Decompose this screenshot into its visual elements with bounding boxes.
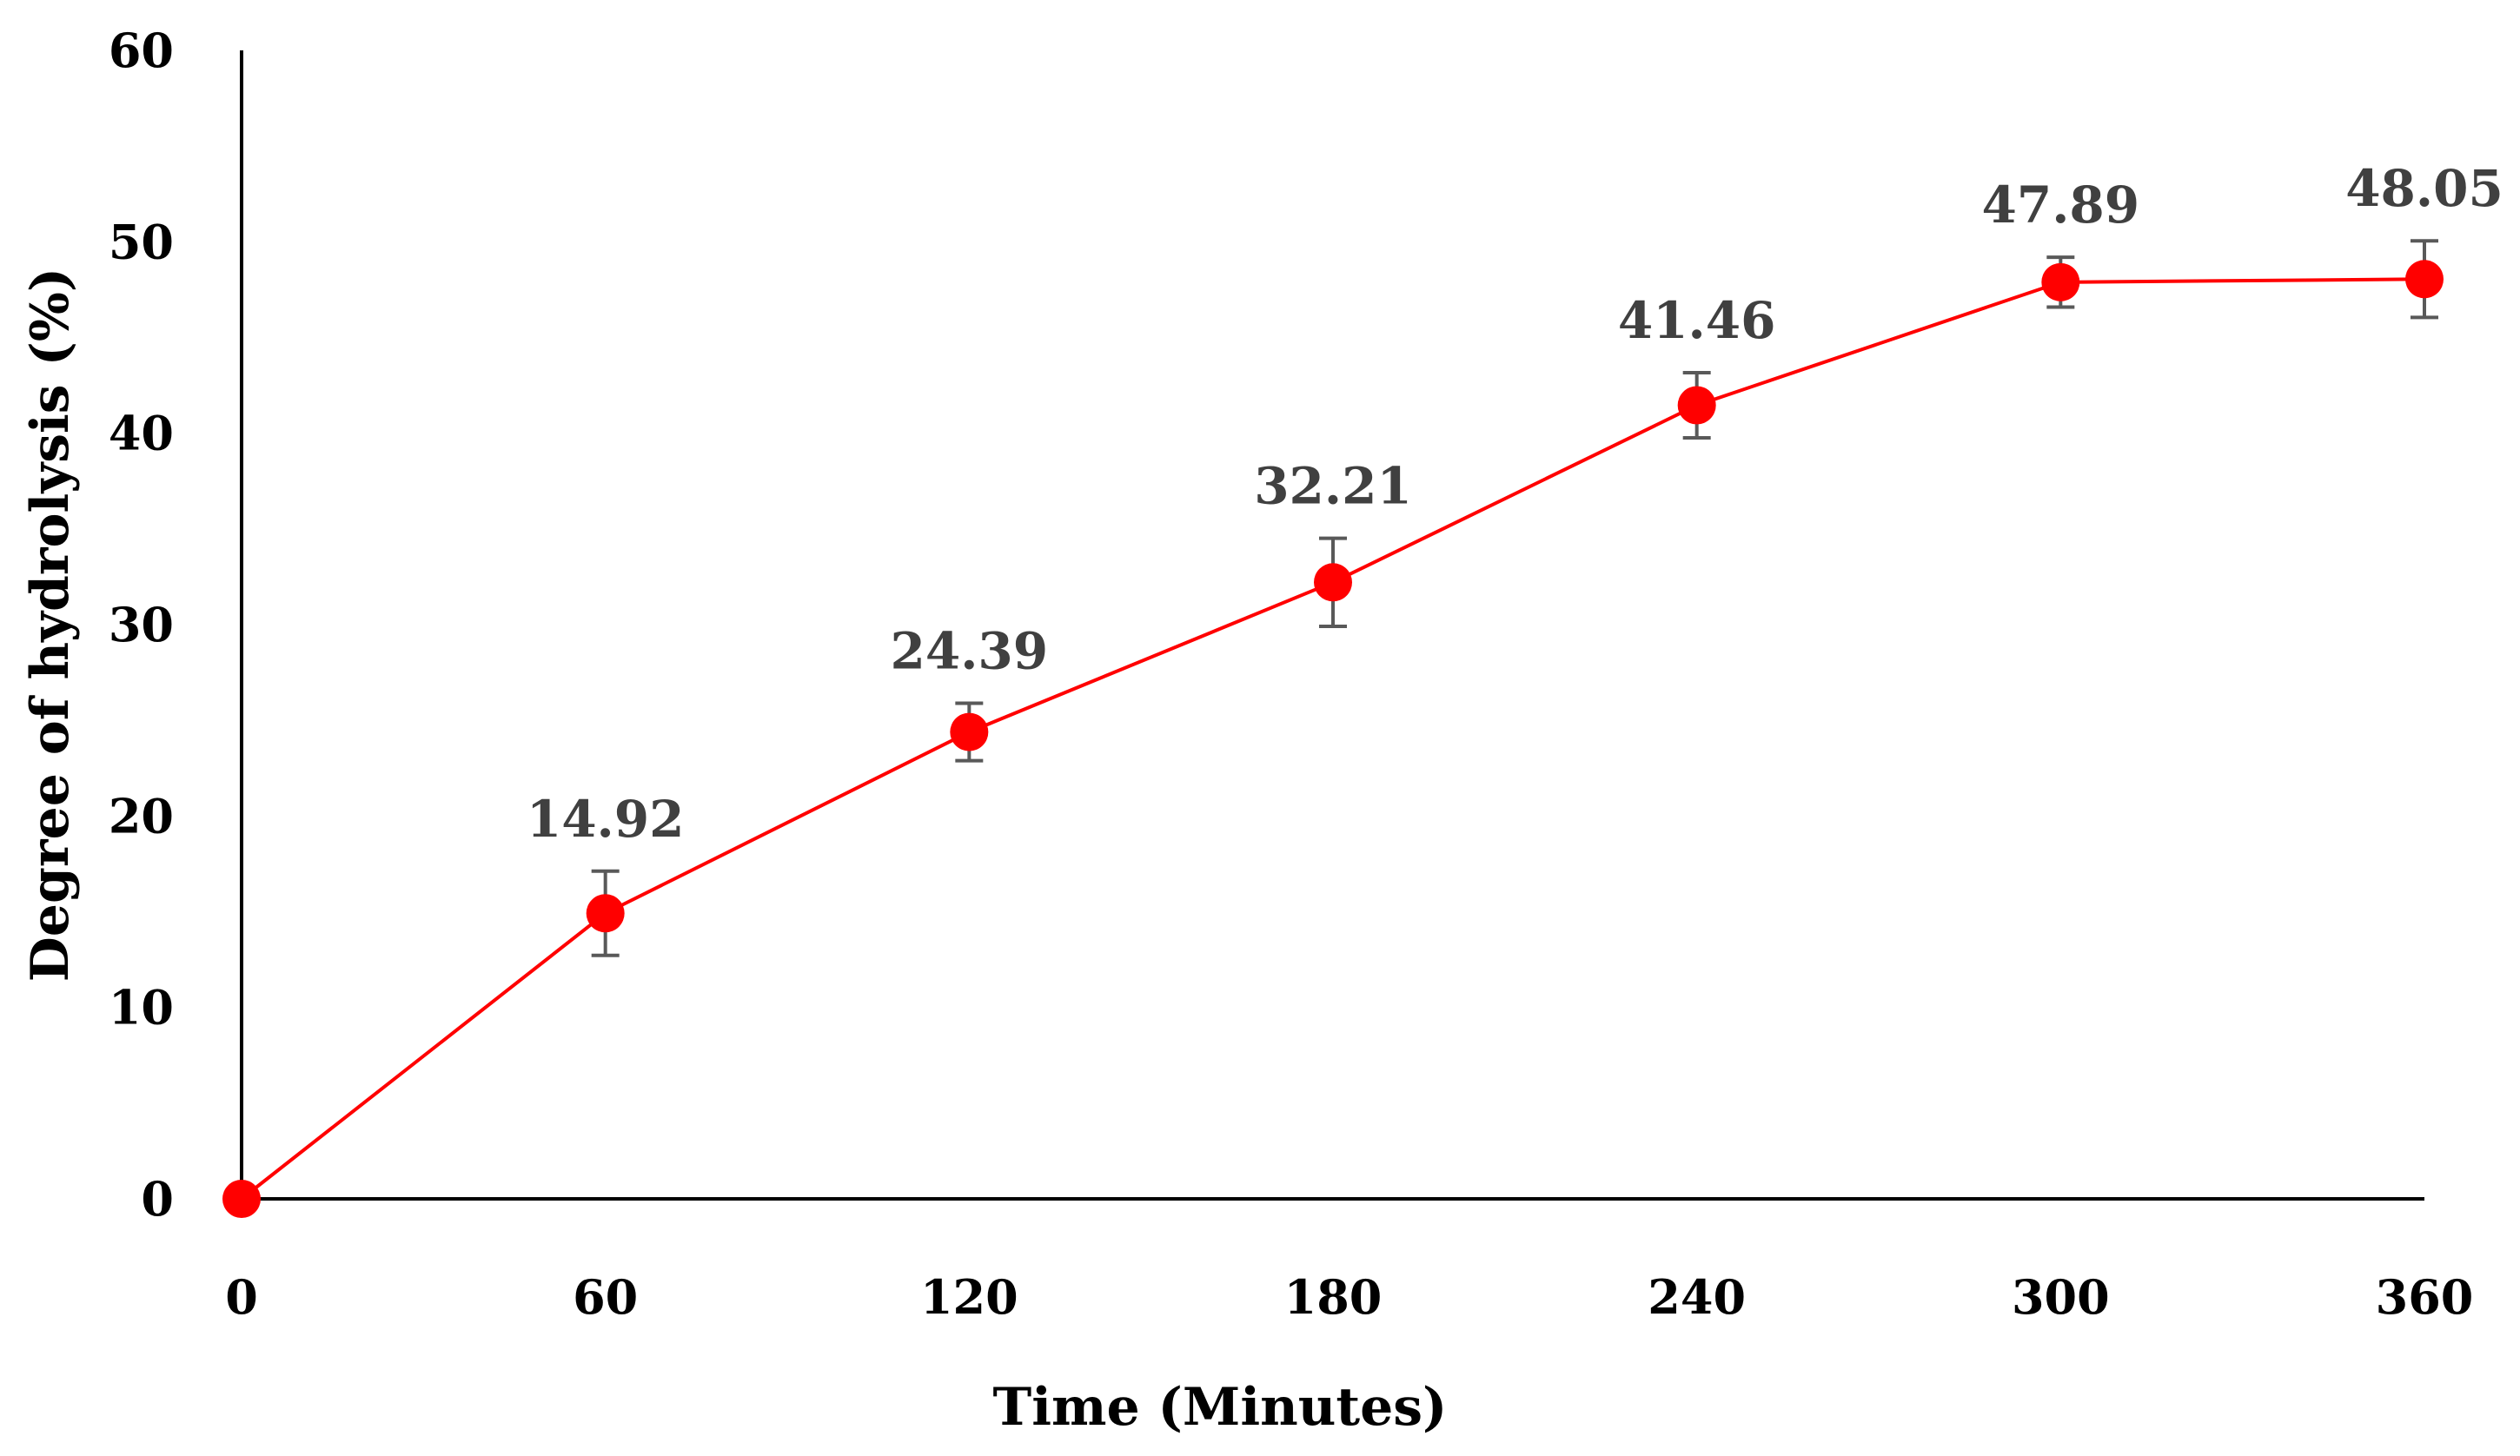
x-tick-labels: 0 60 120 180 240 300 360 [225,1269,2473,1325]
data-point [950,712,989,751]
y-tick-labels: 0 10 20 30 40 50 60 [109,23,174,1227]
data-point [2041,262,2080,301]
data-point [1677,386,1716,425]
y-tick-label: 60 [109,23,174,78]
y-tick-label: 20 [109,788,174,844]
y-tick-label: 0 [141,1171,174,1227]
x-tick-label: 120 [920,1269,1018,1325]
x-tick-label: 0 [225,1269,258,1325]
data-label: 41.46 [1618,291,1776,350]
data-labels: 14.92 24.39 32.21 41.46 47.89 48.05 [527,159,2503,849]
axes [240,50,2424,1201]
x-tick-label: 240 [1648,1269,1746,1325]
data-label: 24.39 [891,622,1049,681]
data-point [2405,260,2444,299]
data-label: 48.05 [2345,159,2503,218]
series-line [240,277,2425,1201]
y-tick-label: 30 [109,597,174,652]
y-axis-title: Degree of hydrolysis (%) [20,268,81,982]
data-label: 14.92 [527,790,685,849]
y-tick-label: 50 [109,214,174,269]
data-point [1314,563,1352,602]
data-point [222,1180,261,1218]
x-tick-label: 360 [2376,1269,2474,1325]
y-tick-label: 10 [109,980,174,1036]
data-label: 32.21 [1254,457,1412,516]
x-tick-label: 60 [573,1269,638,1325]
x-tick-label: 300 [2012,1269,2110,1325]
data-point [586,894,625,933]
x-axis-title: Time (Minutes) [993,1377,1448,1438]
y-tick-label: 40 [109,406,174,461]
error-bars [591,239,2438,957]
data-label: 47.89 [1982,175,2140,235]
data-points [222,260,2444,1218]
x-tick-label: 180 [1284,1269,1383,1325]
